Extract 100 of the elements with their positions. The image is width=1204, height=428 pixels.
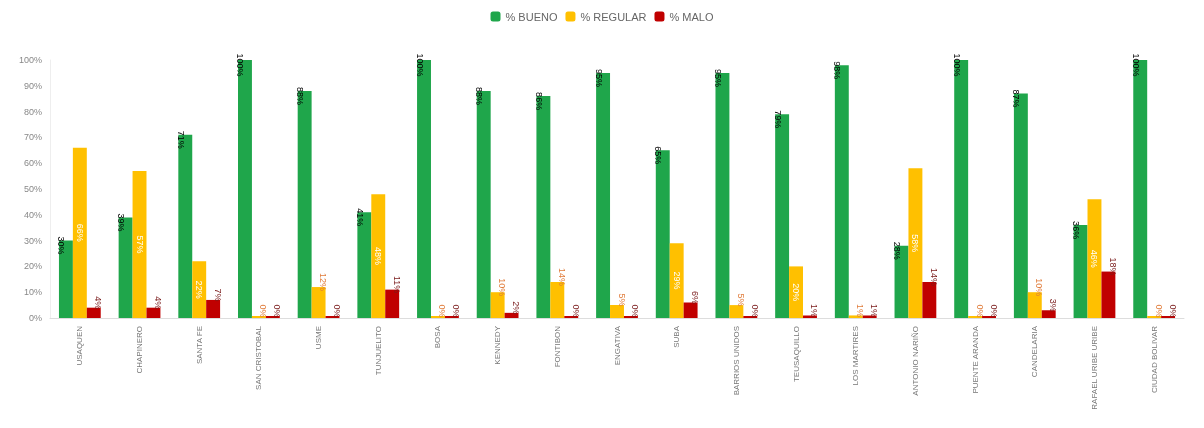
bar bbox=[146, 307, 161, 318]
bar bbox=[1041, 310, 1056, 318]
bar bbox=[862, 315, 877, 318]
data-label: 95% bbox=[712, 68, 723, 87]
y-tick-label: 10% bbox=[23, 287, 42, 298]
data-label: 88% bbox=[295, 86, 306, 105]
x-tick-label: LOS MARTIRES bbox=[851, 326, 861, 386]
y-tick-label: 70% bbox=[23, 132, 42, 143]
data-label: 0% bbox=[451, 304, 462, 318]
data-label: 88% bbox=[474, 86, 485, 105]
data-label: 66% bbox=[74, 223, 85, 242]
y-tick-label: 100% bbox=[18, 55, 42, 65]
data-label: 29% bbox=[671, 271, 682, 290]
bar bbox=[504, 312, 519, 318]
data-label: 0% bbox=[974, 304, 985, 318]
data-label: 0% bbox=[1167, 304, 1178, 318]
data-label: 18% bbox=[1107, 257, 1118, 276]
data-label: 22% bbox=[194, 280, 205, 299]
y-tick-label: 60% bbox=[23, 158, 42, 169]
data-label: 12% bbox=[318, 273, 329, 292]
bar bbox=[789, 266, 804, 318]
y-tick-label: 30% bbox=[23, 235, 42, 246]
x-tick-label: USME bbox=[314, 326, 324, 350]
x-tick-label: USAQUEN bbox=[75, 325, 85, 366]
data-label: 41% bbox=[354, 208, 365, 227]
legend-label: % MALO bbox=[669, 10, 714, 23]
x-tick-label: RAFAEL URIBE URIBE bbox=[1089, 326, 1099, 410]
y-tick-label: 40% bbox=[23, 209, 42, 220]
data-label: 28% bbox=[891, 241, 902, 260]
y-tick-label: 90% bbox=[23, 80, 42, 91]
data-label: 6% bbox=[690, 291, 701, 305]
bar bbox=[610, 305, 624, 318]
x-tick-label: TEUSAQUILLO bbox=[791, 326, 801, 383]
y-tick-label: 80% bbox=[23, 106, 42, 117]
data-label: 0% bbox=[332, 304, 343, 318]
data-label: 65% bbox=[653, 146, 664, 165]
data-label: 7% bbox=[212, 288, 223, 302]
data-label: 79% bbox=[772, 110, 783, 129]
data-label: 0% bbox=[630, 304, 641, 318]
x-tick-label: SANTA FE bbox=[194, 326, 204, 365]
data-label: 0% bbox=[437, 304, 448, 318]
bar bbox=[848, 315, 863, 318]
data-label: 95% bbox=[593, 68, 604, 87]
data-label: 2% bbox=[511, 301, 522, 315]
data-label: 57% bbox=[134, 235, 145, 254]
data-label: 1% bbox=[855, 303, 866, 317]
legend-label: % REGULAR bbox=[580, 10, 647, 23]
data-label: 87% bbox=[1011, 89, 1022, 108]
bar bbox=[729, 305, 744, 318]
data-label: 98% bbox=[832, 61, 843, 80]
legend-label: % BUENO bbox=[505, 10, 558, 23]
y-tick-label: 50% bbox=[23, 184, 42, 194]
data-label: 1% bbox=[809, 303, 820, 317]
data-label: 0% bbox=[988, 304, 999, 318]
data-label: 46% bbox=[1089, 249, 1100, 268]
x-tick-label: KENNEDY bbox=[493, 325, 503, 365]
y-tick-label: 0% bbox=[28, 313, 42, 323]
data-label: 10% bbox=[1034, 278, 1045, 297]
x-tick-label: BARRIOS UNIDOS bbox=[731, 326, 741, 396]
data-label: 30% bbox=[56, 236, 67, 255]
x-tick-label: CANDELARIA bbox=[1030, 325, 1040, 378]
data-label: 58% bbox=[910, 234, 921, 253]
bar bbox=[908, 168, 923, 318]
data-label: 100% bbox=[951, 53, 962, 77]
bar bbox=[683, 302, 698, 318]
data-label: 0% bbox=[1153, 304, 1164, 318]
data-label: 71% bbox=[175, 130, 186, 149]
y-tick-label: 20% bbox=[23, 261, 42, 272]
data-label: 0% bbox=[570, 304, 581, 318]
data-label: 48% bbox=[373, 247, 384, 266]
data-label: 86% bbox=[533, 92, 544, 111]
x-tick-label: FONTIBON bbox=[552, 325, 562, 368]
bar bbox=[192, 261, 207, 318]
bar bbox=[669, 243, 684, 318]
data-label: 14% bbox=[556, 267, 567, 286]
bar bbox=[72, 147, 87, 318]
data-label: 4% bbox=[93, 296, 104, 310]
data-label: 0% bbox=[272, 304, 283, 318]
data-label: 3% bbox=[1048, 298, 1059, 312]
data-label: 20% bbox=[791, 283, 802, 302]
data-label: 14% bbox=[928, 267, 939, 286]
x-tick-label: ENGATIVA bbox=[612, 325, 622, 366]
x-tick-label: CHAPINERO bbox=[135, 326, 145, 374]
data-label: 0% bbox=[749, 304, 760, 318]
bar bbox=[86, 307, 101, 318]
bar bbox=[132, 170, 147, 318]
data-label: 4% bbox=[152, 296, 163, 310]
data-label: 39% bbox=[116, 213, 127, 232]
x-tick-label: CIUDAD BOLIVAR bbox=[1149, 325, 1159, 393]
data-label: 5% bbox=[616, 293, 627, 307]
x-tick-label: TUNJUELITO bbox=[373, 326, 383, 376]
bar bbox=[803, 315, 817, 318]
data-label: 5% bbox=[735, 293, 746, 307]
x-tick-label: SAN CRISTOBAL bbox=[254, 325, 264, 390]
data-label: 100% bbox=[235, 53, 246, 77]
data-label: 36% bbox=[1071, 221, 1082, 240]
x-tick-label: ANTONIO NARIÑO bbox=[910, 326, 920, 396]
data-label: 11% bbox=[391, 275, 402, 294]
data-label: 10% bbox=[497, 278, 508, 297]
bar bbox=[371, 194, 386, 318]
